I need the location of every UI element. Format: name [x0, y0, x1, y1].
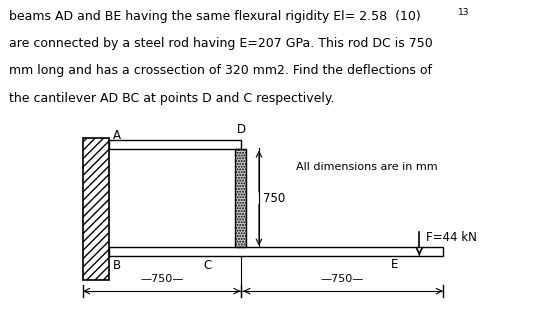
- Text: mm long and has a crossection of 320 mm2. Find the deflections of: mm long and has a crossection of 320 mm2…: [9, 64, 433, 77]
- Text: 750: 750: [263, 193, 286, 206]
- Bar: [83, 138, 109, 280]
- Text: All dimensions are in mm: All dimensions are in mm: [296, 162, 437, 172]
- Text: B: B: [113, 259, 121, 272]
- Bar: [109, 247, 443, 256]
- Text: beams AD and BE having the same flexural rigidity El= 2.58  (10): beams AD and BE having the same flexural…: [9, 10, 421, 23]
- Text: the cantilever AD BC at points D and C respectively.: the cantilever AD BC at points D and C r…: [9, 92, 335, 105]
- Text: A: A: [113, 129, 121, 142]
- Text: C: C: [204, 259, 212, 272]
- Text: F=44 kN: F=44 kN: [426, 231, 477, 244]
- Text: E: E: [390, 258, 398, 271]
- Bar: [109, 140, 241, 149]
- Text: 13: 13: [458, 8, 469, 17]
- Text: —750—: —750—: [320, 274, 363, 284]
- Bar: [235, 149, 246, 247]
- Text: are connected by a steel rod having E=207 GPa. This rod DC is 750: are connected by a steel rod having E=20…: [9, 37, 433, 50]
- Text: D: D: [237, 123, 246, 136]
- Text: —750—: —750—: [140, 274, 184, 284]
